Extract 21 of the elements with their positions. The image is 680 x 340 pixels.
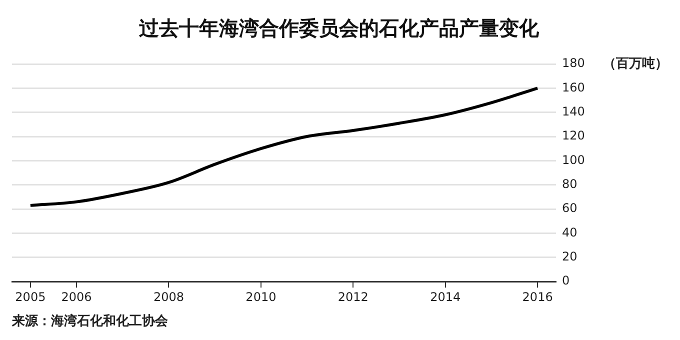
y-tick-label: 20 <box>562 250 578 264</box>
y-tick-label: 100 <box>562 152 585 167</box>
y-tick-label: 120 <box>562 128 585 143</box>
x-tick-label: 2006 <box>61 290 92 304</box>
y-tick-label: 160 <box>562 80 585 94</box>
y-tick-label: 180 <box>562 56 585 70</box>
x-tick-label: 2008 <box>153 290 184 304</box>
x-tick-label: 2014 <box>430 290 461 304</box>
y-axis-title: （百万吨） <box>603 56 668 72</box>
y-tick-label: 0 <box>562 274 570 288</box>
x-tick-label: 2012 <box>338 290 368 304</box>
line-series <box>28 86 540 207</box>
y-tick-label: 40 <box>562 225 578 240</box>
chart-title: 过去十年海湾合作委员会的石化产品产量变化 <box>138 16 540 40</box>
x-tick-label: 2016 <box>522 290 553 304</box>
y-tick-label: 140 <box>562 104 585 118</box>
y-tick-label: 60 <box>562 201 578 216</box>
source-note: 来源：海湾石化和化工协会 <box>11 312 169 329</box>
x-tick-label: 2005 <box>15 290 46 304</box>
x-tick-label: 2010 <box>246 290 276 304</box>
y-tick-label: 80 <box>562 177 578 192</box>
